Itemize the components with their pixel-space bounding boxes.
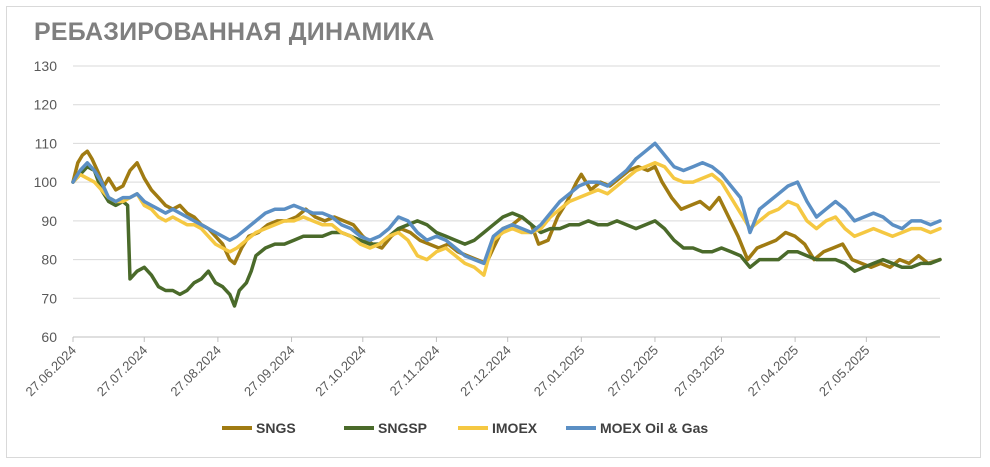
legend-label-2: IMOEX (492, 420, 538, 436)
x-tick-label: 27.08.2024 (167, 343, 224, 400)
y-tick-label: 80 (41, 252, 57, 268)
y-tick-label: 100 (34, 174, 58, 190)
series-line-3 (71, 141, 942, 266)
x-tick-label: 27.09.2024 (241, 343, 298, 400)
chart-frame (6, 6, 981, 458)
chart-title: РЕБАЗИРОВАННАЯ ДИНАМИКА (34, 18, 435, 46)
y-tick-label: 70 (41, 290, 57, 306)
x-axis-ticks: 27.06.2024 27.07.2024 27.08.2024 27.09.2024… (22, 337, 872, 399)
x-tick-label: 27.05.2025 (816, 343, 873, 400)
x-tick-label: 27.01.2025 (531, 343, 588, 400)
x-tick-label: 27.12.2024 (457, 343, 514, 400)
x-tick-label: 27.07.2024 (94, 343, 151, 400)
legend-label-0: SNGS (256, 420, 296, 436)
legend: SNGS SNGSP IMOEX MOEX Oil & Gas (222, 420, 708, 436)
x-tick-label: 27.10.2024 (312, 343, 369, 400)
grid-lines (73, 65, 940, 338)
x-tick-label: 27.03.2025 (671, 343, 728, 400)
legend-label-3: MOEX Oil & Gas (600, 420, 708, 436)
x-tick-label: 27.11.2024 (387, 343, 443, 399)
y-tick-label: 110 (35, 135, 58, 151)
y-axis-ticks: 60 70 80 90 100 110 120 130 (34, 58, 58, 345)
y-tick-label: 60 (41, 329, 57, 345)
series-lines (71, 141, 942, 308)
x-tick-label: 27.04.2025 (745, 343, 802, 400)
series-line-1 (71, 164, 942, 308)
series-line-2 (71, 161, 942, 277)
x-tick-label: 27.02.2025 (604, 343, 661, 400)
y-tick-label: 130 (34, 58, 58, 74)
x-tick-label: 27.06.2024 (22, 343, 79, 400)
y-tick-label: 120 (34, 97, 58, 113)
legend-label-1: SNGSP (378, 420, 427, 436)
y-tick-label: 90 (41, 213, 57, 229)
